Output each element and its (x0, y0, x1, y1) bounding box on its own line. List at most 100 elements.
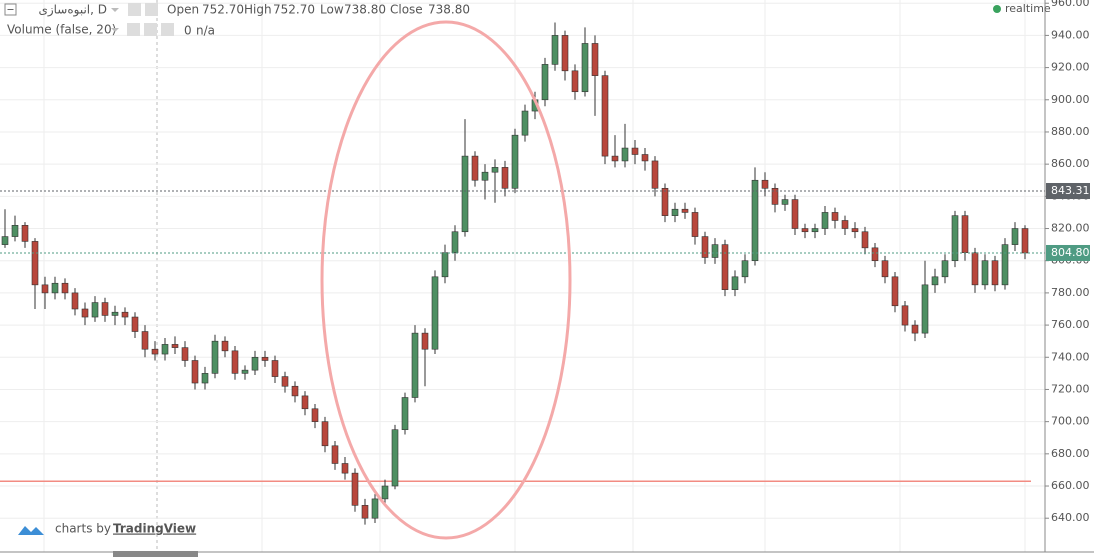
candle-body (881, 260, 889, 278)
icon-remove[interactable] (161, 23, 174, 36)
candle-body (351, 472, 359, 506)
candle-body (411, 332, 419, 398)
candle-body (371, 498, 379, 519)
candle-body (461, 155, 469, 233)
candle-body (271, 360, 279, 377)
candle-body (511, 134, 519, 189)
price-label-box (1046, 183, 1090, 200)
candle-body (541, 64, 549, 101)
candle-body (21, 225, 29, 242)
candle-body (821, 212, 829, 229)
candle-body (691, 212, 699, 237)
annotation-ellipse (320, 20, 572, 540)
candle-body (311, 408, 319, 422)
candle-body (141, 331, 149, 350)
candle-body (891, 276, 899, 307)
candle-body (451, 231, 459, 253)
candle-body (621, 147, 629, 162)
candle-body (391, 429, 399, 487)
candle-body (481, 171, 489, 181)
candle-body (911, 324, 919, 334)
candle-body (261, 356, 269, 361)
candle-body (591, 43, 599, 76)
indicator-value: 0 (184, 24, 192, 38)
candle-body (581, 43, 589, 93)
candle-body (561, 35, 569, 72)
y-tick-label: 660.00 (1051, 479, 1090, 492)
indicator-title: Volume (false, 20) (7, 23, 116, 37)
candle-body (101, 302, 109, 316)
candle-body (791, 199, 799, 229)
candle-body (291, 385, 299, 397)
candle-body (861, 231, 869, 249)
ohlc-value: 738.80 (344, 3, 386, 17)
candle-body (711, 244, 719, 258)
icon-settings[interactable] (144, 23, 157, 36)
candle-body (331, 445, 339, 464)
candle-body (941, 260, 949, 278)
logo (18, 526, 44, 535)
icon-eye[interactable] (128, 3, 141, 16)
y-tick-label: 900.00 (1051, 93, 1090, 106)
candle-body (111, 311, 119, 316)
candle-body (771, 187, 779, 205)
candle-body (71, 292, 79, 310)
candle-body (931, 276, 939, 286)
candle-body (251, 356, 259, 371)
price-label-box (1046, 244, 1090, 261)
time-scroll[interactable] (113, 551, 198, 557)
candle-body (571, 70, 579, 93)
icon-settings[interactable] (145, 3, 158, 16)
candle-body (961, 215, 969, 253)
price-label: 804.80 (1051, 246, 1090, 259)
y-tick-label: 820.00 (1051, 222, 1090, 235)
icon-eye[interactable] (127, 23, 140, 36)
symbol-title: انبوه‌سازی, D (38, 3, 107, 18)
candle-body (991, 260, 999, 286)
ohlc-label: High (244, 3, 272, 17)
price-axis (1045, 0, 1094, 557)
candle-body (681, 208, 689, 213)
candle-body (651, 160, 659, 189)
candle-body (751, 179, 759, 262)
candle-body (671, 208, 679, 216)
candle-body (781, 199, 789, 205)
ohlc-label: Low (320, 3, 344, 17)
brand-link[interactable]: TradingView (113, 522, 196, 536)
candle-body (131, 316, 139, 332)
candle-body (61, 282, 69, 294)
candle-body (441, 252, 449, 278)
y-tick-label: 880.00 (1051, 125, 1090, 138)
candle-body (421, 332, 429, 350)
candle-body (121, 311, 129, 318)
candle-body (981, 260, 989, 286)
ohlc-value: 752.70 (273, 3, 315, 17)
candle-body (1, 236, 9, 245)
candle-body (731, 276, 739, 290)
ohlc-label: Open (167, 3, 199, 17)
candle-body (221, 340, 229, 352)
candle-body (281, 376, 289, 387)
candle-body (851, 228, 859, 233)
candle-body (241, 369, 249, 374)
candle-body (811, 228, 819, 233)
candle-body (501, 167, 509, 189)
candle-body (951, 215, 959, 262)
candle-body (1011, 228, 1019, 245)
dropdown[interactable] (111, 8, 119, 12)
candle-body (151, 348, 159, 355)
candle-body (831, 212, 839, 221)
y-tick-label: 640.00 (1051, 511, 1090, 524)
candle-body (171, 344, 179, 348)
credit: charts by (55, 522, 111, 536)
dropdown[interactable] (111, 28, 119, 32)
candle-body (431, 276, 439, 350)
candle-body (551, 35, 559, 65)
candle-body (971, 252, 979, 286)
candle-body (661, 187, 669, 216)
y-tick-label: 720.00 (1051, 382, 1090, 395)
candle-body (761, 179, 769, 189)
candle-body (231, 350, 239, 374)
candle-body (181, 347, 189, 361)
ohlc-label: Close (390, 3, 423, 17)
